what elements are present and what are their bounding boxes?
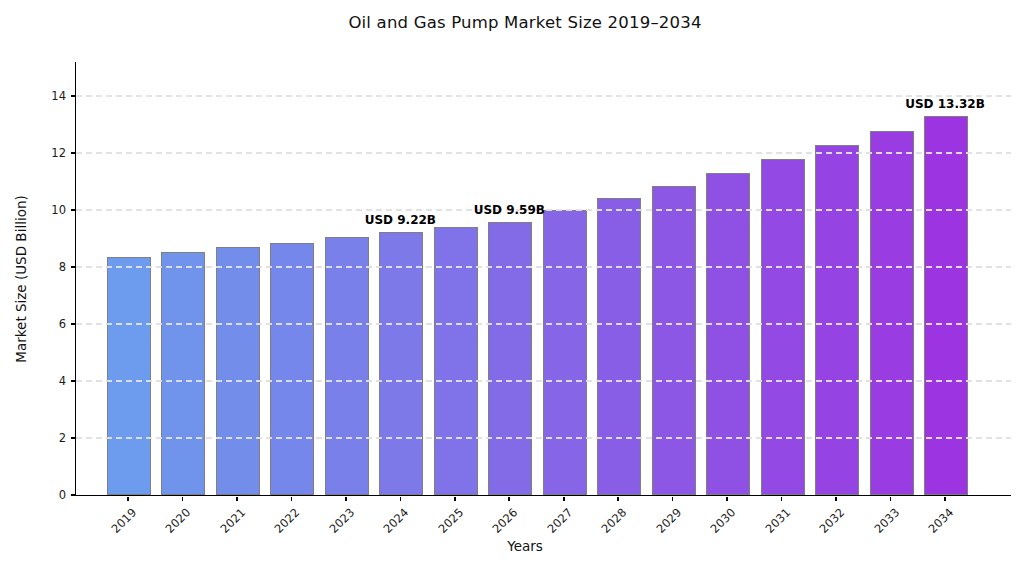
y-tick-label-0: 0 <box>6 487 66 503</box>
x-tick-2021 <box>236 497 238 502</box>
y-tick-label-4: 4 <box>6 373 66 389</box>
gridline-y8 <box>76 266 1011 268</box>
y-tick-label-12: 12 <box>6 145 66 161</box>
bar-2019 <box>107 257 151 495</box>
x-tick-2025 <box>454 497 456 502</box>
y-tick-label-10: 10 <box>6 202 66 218</box>
x-tick-2022 <box>291 497 293 502</box>
y-tick-label-14: 14 <box>6 88 66 104</box>
gridline-y4 <box>76 380 1011 382</box>
x-tick-2034 <box>944 497 946 502</box>
bar-2026 <box>488 222 532 495</box>
x-tick-2027 <box>563 497 565 502</box>
plot-area <box>75 62 1011 496</box>
y-tick-2 <box>71 437 76 439</box>
bar-2032 <box>815 145 859 495</box>
x-tick-2024 <box>400 497 402 502</box>
bar-2021 <box>216 247 260 495</box>
gridline-y12 <box>76 152 1011 154</box>
gridline-y2 <box>76 437 1011 439</box>
y-tick-10 <box>71 209 76 211</box>
bar-2022 <box>270 243 314 495</box>
bar-2030 <box>706 173 750 495</box>
chart-figure: Oil and Gas Pump Market Size 2019–2034 M… <box>0 0 1024 576</box>
y-tick-6 <box>71 323 76 325</box>
x-tick-2020 <box>182 497 184 502</box>
bar-2029 <box>652 186 696 495</box>
x-tick-2030 <box>726 497 728 502</box>
x-tick-2032 <box>835 497 837 502</box>
x-tick-2019 <box>127 497 129 502</box>
bar-2033 <box>870 131 914 495</box>
y-tick-label-6: 6 <box>6 316 66 332</box>
y-axis-title: Market Size (USD Billion) <box>13 149 33 409</box>
annotation-2026: USD 9.59B <box>434 203 584 217</box>
x-tick-2031 <box>781 497 783 502</box>
gridline-y6 <box>76 323 1011 325</box>
bar-2027 <box>543 210 587 495</box>
bar-2024 <box>379 232 423 495</box>
y-tick-0 <box>71 494 76 496</box>
x-tick-2028 <box>617 497 619 502</box>
y-tick-12 <box>71 152 76 154</box>
bar-2023 <box>325 237 369 495</box>
y-tick-4 <box>71 380 76 382</box>
bar-2028 <box>597 198 641 495</box>
y-tick-14 <box>71 95 76 97</box>
x-tick-2029 <box>672 497 674 502</box>
y-tick-label-8: 8 <box>6 259 66 275</box>
y-tick-8 <box>71 266 76 268</box>
annotation-2034: USD 13.32B <box>870 97 1020 111</box>
y-tick-label-2: 2 <box>6 430 66 446</box>
x-tick-2026 <box>508 497 510 502</box>
x-tick-2023 <box>345 497 347 502</box>
chart-title: Oil and Gas Pump Market Size 2019–2034 <box>40 13 1010 32</box>
x-tick-2033 <box>890 497 892 502</box>
bar-2020 <box>161 252 205 495</box>
